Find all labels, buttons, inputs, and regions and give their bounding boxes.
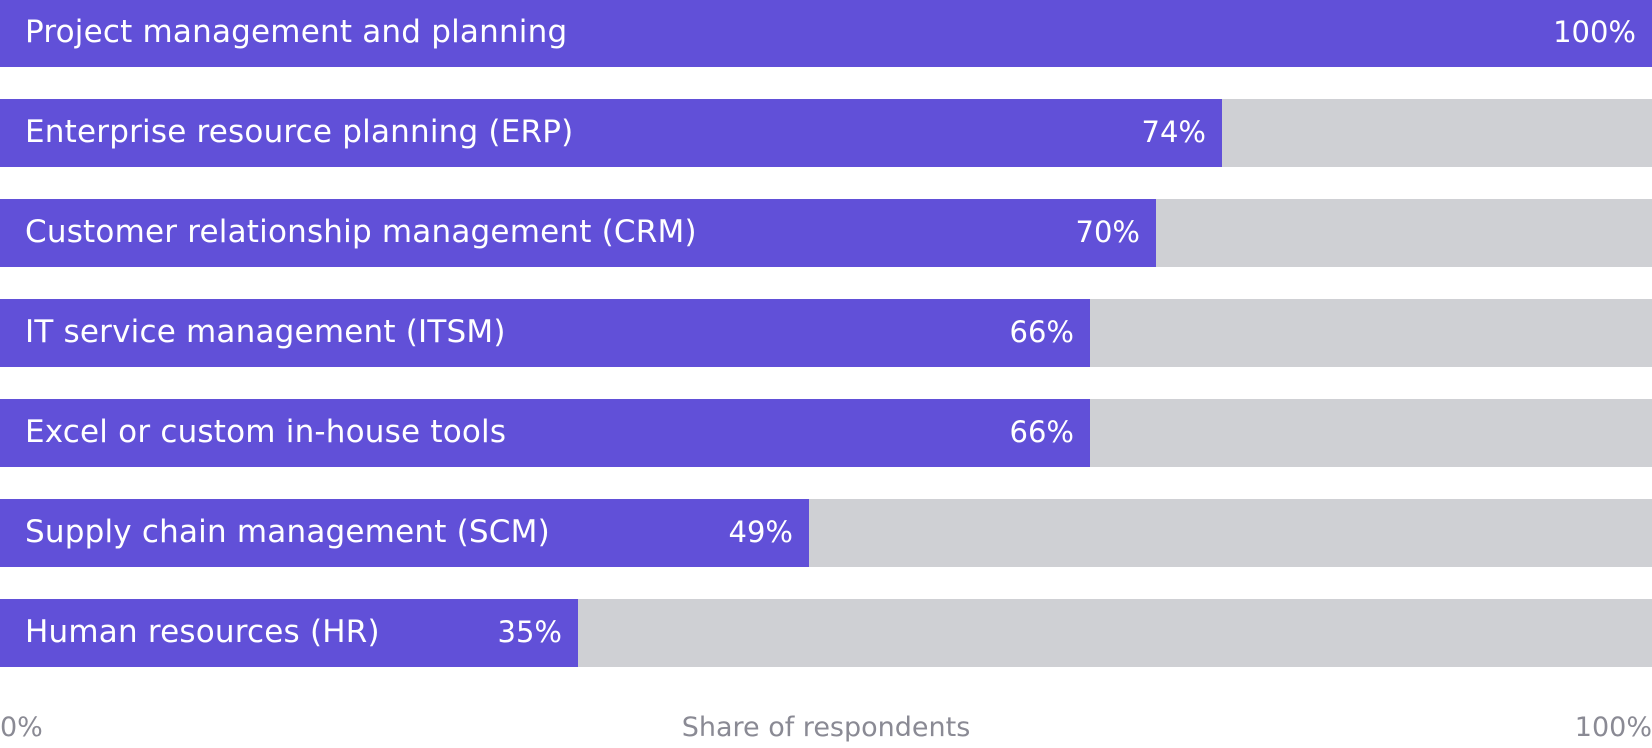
bar-track: Excel or custom in-house tools 66% (0, 399, 1652, 467)
value-label: 66% (1009, 315, 1074, 349)
bar-track: Project management and planning 100% (0, 0, 1652, 67)
value-label: 100% (1553, 15, 1636, 49)
value-label: 74% (1141, 115, 1206, 149)
value-label: 66% (1009, 415, 1074, 449)
x-tick-label-max: 100% (1574, 712, 1652, 743)
bar-track: Supply chain management (SCM) 49% (0, 499, 1652, 567)
bar-track: IT service management (ITSM) 66% (0, 299, 1652, 367)
value-label: 70% (1075, 215, 1140, 249)
category-label: IT service management (ITSM) (25, 314, 506, 350)
bar-track: Enterprise resource planning (ERP) 74% (0, 99, 1652, 167)
bar (0, 599, 578, 667)
category-label: Customer relationship management (CRM) (25, 214, 697, 250)
category-label: Excel or custom in-house tools (25, 414, 507, 450)
bar-track: Customer relationship management (CRM) 70… (0, 199, 1652, 267)
category-label: Human resources (HR) (25, 614, 380, 650)
value-label: 49% (728, 515, 793, 549)
category-label: Project management and planning (25, 14, 568, 50)
bar (0, 499, 809, 567)
bar (0, 199, 1156, 267)
value-label: 35% (497, 615, 562, 649)
category-label: Supply chain management (SCM) (25, 514, 550, 550)
bar (0, 0, 1652, 67)
bar (0, 299, 1090, 367)
category-label: Enterprise resource planning (ERP) (25, 114, 574, 150)
bar-track: Human resources (HR) 35% (0, 599, 1652, 667)
x-tick-label-min: 0% (0, 712, 43, 743)
bar (0, 99, 1222, 167)
x-axis-label: Share of respondents (681, 712, 971, 743)
bar (0, 399, 1090, 467)
